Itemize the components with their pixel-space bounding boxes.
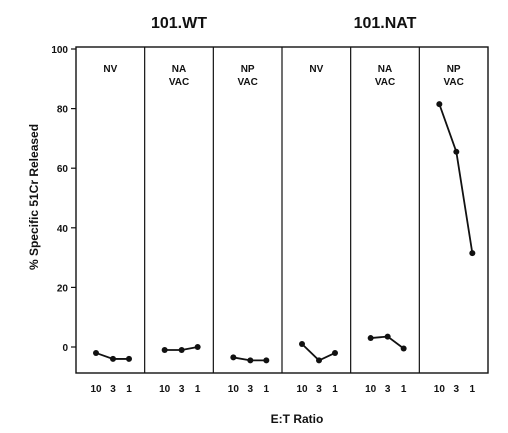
y-tick-label: 100: [51, 45, 68, 56]
panel-label: NA: [172, 64, 186, 75]
data-point: [178, 346, 185, 353]
x-tick-label: 1: [332, 384, 338, 395]
x-tick-label: 3: [454, 384, 460, 395]
panel-label: VAC: [237, 77, 257, 88]
panel-label: VAC: [375, 77, 395, 88]
data-point: [110, 355, 116, 362]
x-tick-label: 3: [248, 384, 254, 395]
panel: NA VAC 10 3 1: [159, 64, 201, 395]
data-point: [469, 250, 476, 257]
x-tick-label: 3: [110, 384, 116, 395]
y-tick-label: 40: [57, 224, 69, 235]
data-point: [161, 346, 168, 353]
series-line: [438, 103, 474, 254]
data-point: [400, 345, 407, 352]
panel-label: VAC: [443, 77, 463, 88]
data-point: [93, 349, 99, 356]
panel-label: NP: [241, 64, 255, 75]
plot-frame: [75, 46, 489, 374]
x-tick-label: 10: [90, 384, 102, 395]
y-tick-label: 80: [57, 105, 69, 116]
data-point: [126, 355, 132, 362]
group-titles: 101.WT 101.NAT: [151, 15, 417, 32]
x-tick-label: 1: [470, 384, 476, 395]
panel: NV 10 3 1: [90, 64, 132, 395]
y-axis-title: % Specific 51Cr Released: [27, 124, 41, 270]
data-point: [436, 101, 443, 108]
x-tick-label: 10: [228, 384, 240, 395]
data-point: [263, 357, 270, 364]
panel: NP VAC 10 3 1: [228, 64, 270, 395]
data-point: [453, 148, 460, 155]
x-tick-label: 3: [385, 384, 391, 395]
y-axis: 0 20 40 60 80 100: [51, 45, 76, 354]
y-tick-label: 0: [62, 343, 68, 354]
data-point: [316, 357, 322, 364]
group-title: 101.WT: [151, 15, 207, 32]
data-point: [194, 344, 201, 350]
group-title: 101.NAT: [354, 15, 417, 32]
panel-label: NP: [447, 64, 461, 75]
data-point: [247, 357, 254, 364]
panel-label: NV: [309, 64, 323, 75]
data-point: [367, 335, 374, 342]
data-point: [384, 333, 391, 340]
panel: NP VAC 10 3 1: [434, 64, 476, 395]
x-tick-label: 3: [179, 384, 185, 395]
x-tick-label: 1: [195, 384, 201, 395]
y-tick-label: 20: [57, 283, 69, 294]
data-point: [332, 349, 338, 356]
x-axis-title: E:T Ratio: [271, 412, 324, 426]
x-tick-label: 1: [264, 384, 270, 395]
data-point: [230, 354, 237, 361]
y-tick-label: 60: [57, 164, 69, 175]
panel: NV 10 3 1: [296, 64, 338, 395]
panel-label: VAC: [169, 77, 189, 88]
panel-label: NV: [103, 64, 117, 75]
x-tick-label: 10: [296, 384, 308, 395]
x-tick-label: 10: [365, 384, 377, 395]
x-tick-label: 10: [434, 384, 446, 395]
panel-label: NA: [378, 64, 392, 75]
x-tick-label: 3: [316, 384, 322, 395]
data-point: [299, 341, 305, 348]
panel: NA VAC 10 3 1: [365, 64, 407, 395]
x-tick-label: 1: [126, 384, 132, 395]
x-tick-label: 1: [401, 384, 407, 395]
x-tick-label: 10: [159, 384, 171, 395]
